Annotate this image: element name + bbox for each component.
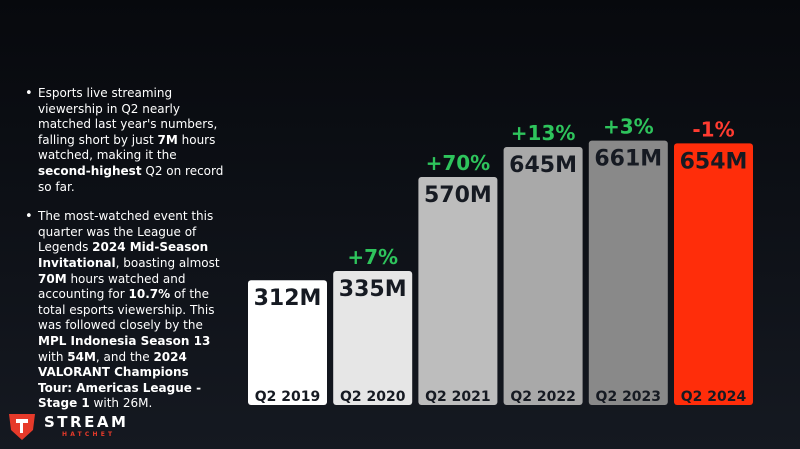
insight-bullet: The most-watched event this quarter was … [24, 209, 224, 412]
category-label: Q2 2020 [340, 389, 406, 405]
category-label: Q2 2021 [425, 389, 490, 405]
bar-value-label: 335M [339, 277, 407, 302]
bar-q2-2020 [333, 271, 413, 405]
category-label: Q2 2019 [255, 389, 320, 405]
stream-hatchet-logo: STREAM HATCHET [6, 410, 128, 442]
bar-value-label: 654M [680, 149, 748, 174]
change-label: +13% [511, 121, 576, 145]
hatchet-shield-icon [9, 414, 35, 440]
category-label: Q2 2022 [510, 389, 575, 405]
highlight-text: MPL Indonesia Season 13 [38, 333, 211, 348]
highlight-text: second-highest [38, 163, 142, 178]
highlight-text: 10.7% [128, 287, 171, 302]
insight-bullet: Esports live streaming viewership in Q2 … [24, 86, 224, 195]
bullet-text: Q2 on record so far. [38, 163, 224, 194]
bar-value-label: 570M [424, 183, 492, 208]
bullet-text: hours watched, making it the [38, 132, 216, 163]
category-label: Q2 2023 [596, 389, 661, 405]
highlight-text: 2024 VALORANT Champions Tour: Americas L… [38, 349, 202, 411]
bullet-text: of the total esports viewership. This wa… [38, 287, 215, 333]
insights-list: Esports live streaming viewership in Q2 … [24, 86, 224, 426]
category-label: Q2 2024 [681, 389, 747, 405]
highlight-text: 7M [157, 132, 178, 147]
change-label: +7% [347, 245, 398, 269]
bar-q2-2023 [588, 140, 668, 405]
bar-value-label: 645M [509, 153, 577, 178]
bar-q2-2021 [418, 177, 498, 405]
bar-q2-2022 [503, 147, 583, 405]
highlight-text: 54M [67, 349, 96, 364]
bullet-text: The most-watched event this quarter was … [38, 209, 214, 255]
bar-q2-2019 [248, 280, 327, 405]
change-label: +70% [426, 151, 491, 175]
bullet-text: , boasting almost [115, 255, 220, 270]
bullet-text: with 26M. [89, 396, 153, 411]
change-label: -1% [692, 117, 734, 141]
logo-wordmark: STREAM [44, 412, 129, 431]
highlight-text: 2024 Mid-Season Invitational [38, 240, 209, 270]
highlight-text: 70M [38, 271, 67, 286]
logo-subtitle: HATCHET [62, 430, 116, 438]
bullet-text: , and the [95, 349, 154, 364]
bar-value-label: 661M [594, 147, 662, 172]
change-label: +3% [603, 115, 654, 139]
bullet-text: hours watched and accounting for [38, 271, 186, 302]
bar-value-label: 312M [254, 286, 322, 311]
bar-q2-2024 [674, 143, 753, 405]
bullet-text: with [38, 349, 68, 364]
bullet-text: Esports live streaming viewership in Q2 … [38, 86, 218, 147]
